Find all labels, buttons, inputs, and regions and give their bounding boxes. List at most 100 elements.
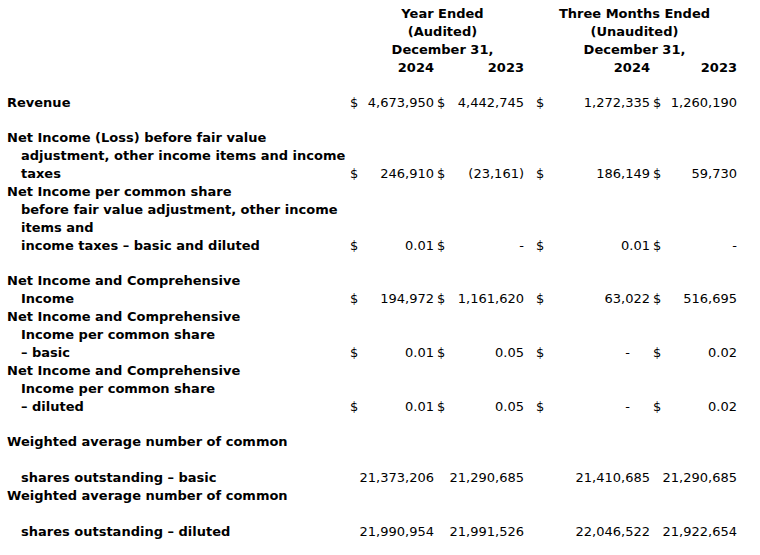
group-gap (524, 183, 532, 255)
value-cell: 59,730 (666, 129, 737, 183)
dollar-sign: $ (650, 94, 666, 112)
header-spacer (0, 5, 345, 23)
december-31-label: December 31, (345, 41, 524, 59)
column-header-year-2024: 2024 (345, 59, 434, 77)
row-label-line: adjustment, other income items and incom… (0, 147, 345, 165)
dollar-sign: $ (345, 362, 361, 416)
right-margin (737, 272, 760, 308)
dollar-sign: $ (345, 94, 361, 112)
value-cell: - (548, 362, 650, 416)
right-margin (737, 308, 760, 362)
value-cell: 4,442,745 (450, 94, 524, 112)
value-cell: 0.05 (450, 308, 524, 362)
row-label-line: Weighted average number of common (0, 487, 345, 505)
row-label-line: income taxes – basic and diluted (0, 237, 345, 255)
value-cell: 194,972 (361, 272, 434, 308)
header-spacer (0, 59, 345, 77)
value-cell: 516,695 (666, 272, 737, 308)
right-margin (737, 129, 760, 183)
spacer-row (0, 77, 760, 94)
header-row-years: 2024 2023 2024 2023 (0, 59, 760, 77)
row-label-line: Net Income and Comprehensive (0, 272, 345, 290)
value-cell: 0.01 (361, 183, 434, 255)
spacer-row (0, 255, 760, 272)
right-margin (737, 487, 760, 541)
row-label: Net Income and ComprehensiveIncome per c… (0, 308, 345, 362)
value-cell: 0.01 (361, 362, 434, 416)
header-row-period: Year Ended Three Months Ended (0, 5, 760, 23)
value-cell: 246,910 (361, 129, 434, 183)
dollar-sign: $ (650, 308, 666, 362)
december-31-label: December 31, (532, 41, 737, 59)
header-spacer (0, 41, 345, 59)
three-months-ended-header: Three Months Ended (532, 5, 737, 23)
value-cell: 63,022 (548, 272, 650, 308)
right-margin (737, 183, 760, 255)
row-label-line: Net Income per common share (0, 183, 345, 201)
group-gap (524, 129, 532, 183)
row-label-line: taxes (0, 165, 345, 183)
header-margin (737, 41, 760, 59)
dollar-sign: $ (434, 362, 450, 416)
value-cell: 22,046,522 (532, 487, 650, 541)
value-cell: 0.01 (361, 308, 434, 362)
dollar-sign: $ (434, 272, 450, 308)
row-label-line: items and (0, 219, 345, 237)
dollar-sign: $ (532, 362, 548, 416)
value-cell: 0.01 (548, 183, 650, 255)
row-label: Net Income (Loss) before fair valueadjus… (0, 129, 345, 183)
value-cell: 21,290,685 (650, 433, 737, 487)
row-label-line: before fair value adjustment, other inco… (0, 201, 345, 219)
audited-label: (Audited) (345, 23, 524, 41)
table-row: Net Income and ComprehensiveIncome per c… (0, 362, 760, 416)
value-cell: 21,410,685 (532, 433, 650, 487)
dollar-sign: $ (345, 272, 361, 308)
row-label: Net Income and ComprehensiveIncome per c… (0, 362, 345, 416)
column-header-quarter-2023: 2023 (650, 59, 737, 77)
row-label-line: – diluted (0, 398, 345, 416)
table-row: Weighted average number of commonshares … (0, 487, 760, 541)
dollar-sign: $ (434, 94, 450, 112)
value-cell: - (450, 183, 524, 255)
spacer-row (0, 112, 760, 129)
row-label: Weighted average number of commonshares … (0, 487, 345, 541)
row-label-line: shares outstanding – basic (0, 469, 345, 487)
table-body: Revenue$4,673,950$4,442,745$1,272,335$1,… (0, 94, 760, 541)
label-blank-line (0, 505, 345, 523)
dollar-sign: $ (532, 183, 548, 255)
row-label-line: Net Income and Comprehensive (0, 362, 345, 380)
row-label: Net Income and ComprehensiveIncome (0, 272, 345, 308)
value-cell: 21,290,685 (434, 433, 524, 487)
header-gap (524, 5, 532, 23)
value-cell: 21,373,206 (345, 433, 434, 487)
value-cell: (23,161) (450, 129, 524, 183)
value-cell: - (666, 183, 737, 255)
group-gap (524, 433, 532, 487)
value-cell: 0.05 (450, 362, 524, 416)
header-row-date: December 31, December 31, (0, 41, 760, 59)
value-cell: 4,673,950 (361, 94, 434, 112)
dollar-sign: $ (532, 272, 548, 308)
table-row: Net Income (Loss) before fair valueadjus… (0, 129, 760, 183)
group-gap (524, 308, 532, 362)
row-label-line: Income per common share (0, 326, 345, 344)
header-margin (737, 5, 760, 23)
value-cell: 1,260,190 (666, 94, 737, 112)
dollar-sign: $ (650, 183, 666, 255)
dollar-sign: $ (650, 129, 666, 183)
year-ended-header: Year Ended (345, 5, 524, 23)
header-margin (737, 59, 760, 77)
financial-statement-table: Year Ended Three Months Ended (Audited) … (0, 5, 760, 541)
row-label-line: Income (0, 290, 345, 308)
header-gap (524, 41, 532, 59)
table-row: Weighted average number of commonshares … (0, 433, 760, 487)
table-row: Revenue$4,673,950$4,442,745$1,272,335$1,… (0, 94, 760, 112)
dollar-sign: $ (345, 129, 361, 183)
dollar-sign: $ (434, 308, 450, 362)
right-margin (737, 94, 760, 112)
right-margin (737, 433, 760, 487)
value-cell: 1,272,335 (548, 94, 650, 112)
table-row: Net Income per common sharebefore fair v… (0, 183, 760, 255)
value-cell: 0.02 (666, 308, 737, 362)
header-spacer (0, 23, 345, 41)
